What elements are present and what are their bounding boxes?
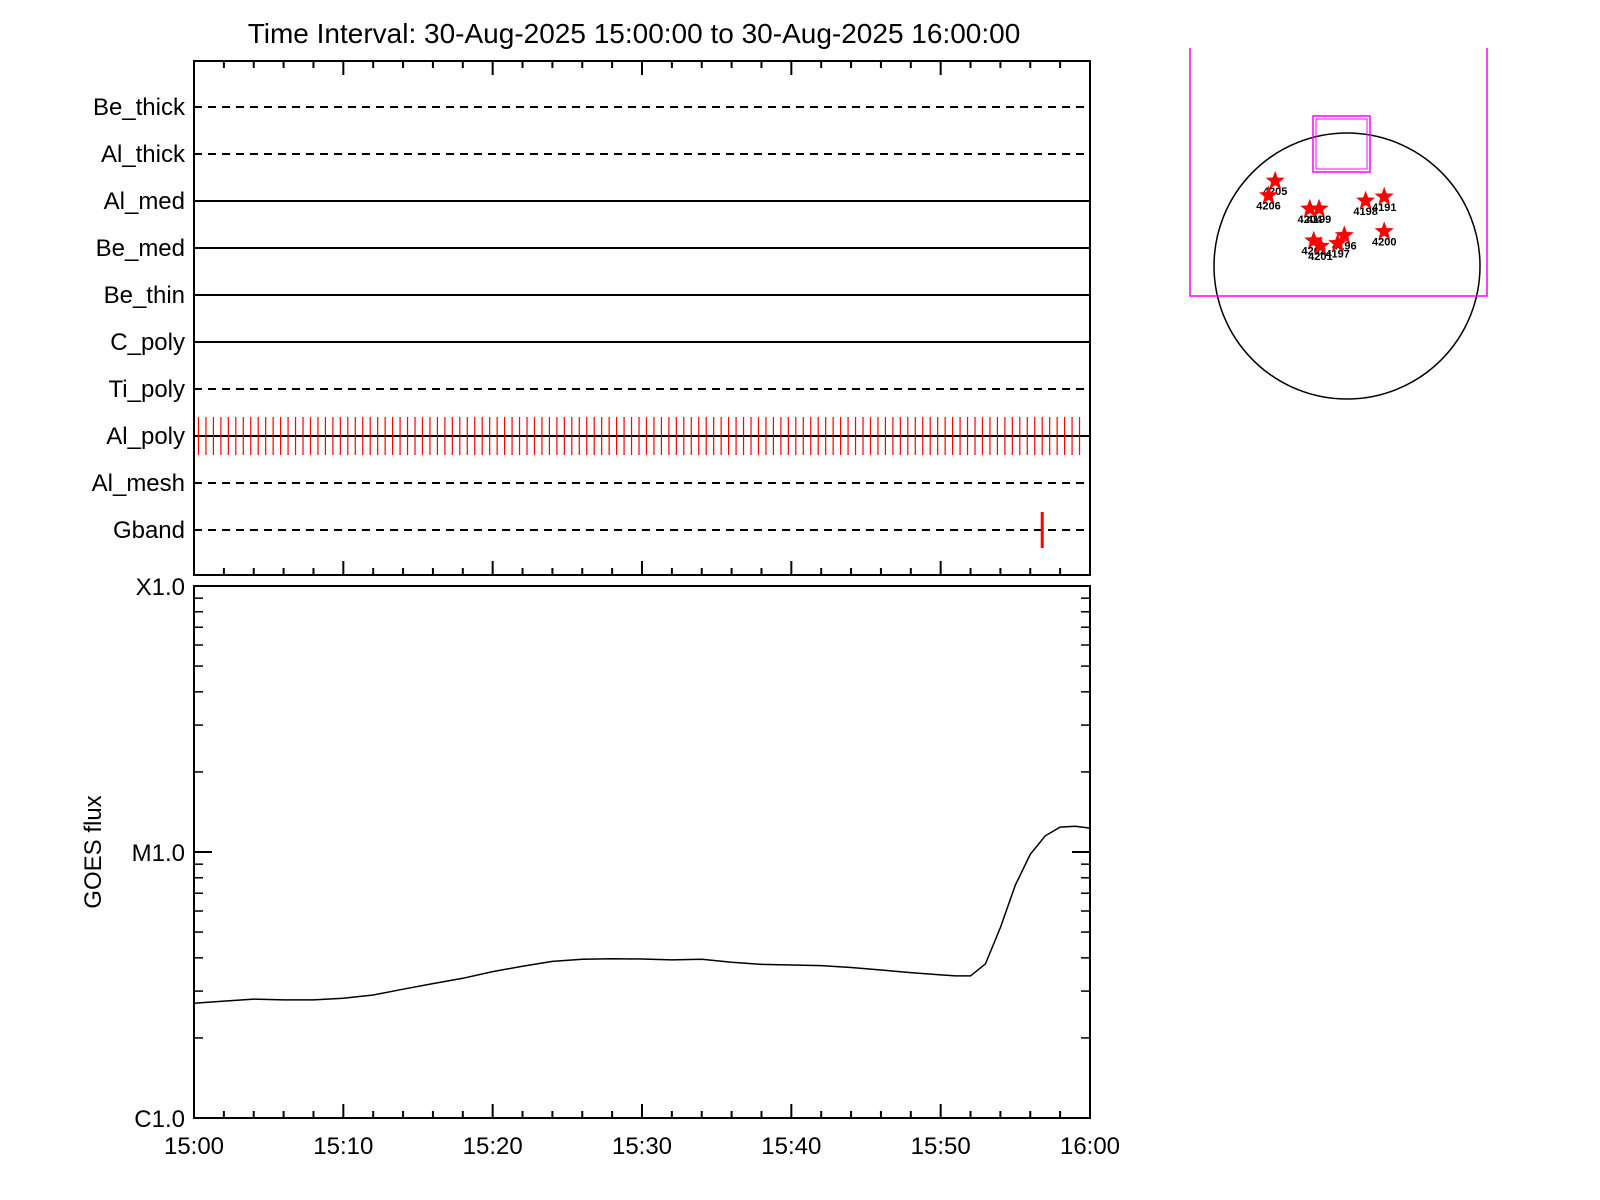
filter-timeline-panel: Be_thick Al_thick Al_med Be_med Be_thin C_pol… [92,60,1091,576]
active-region-label: 4202 [1302,246,1326,258]
filter-label-c-poly: C_poly [110,329,185,356]
goes-x-tick-label: 15:30 [612,1133,672,1160]
goes-x-tick-label: 15:20 [463,1133,523,1160]
active-region-label: 4197 [1325,248,1349,260]
figure-title: Time Interval: 30-Aug-2025 15:00:00 to 3… [248,18,1021,49]
active-region-marker [1328,233,1348,252]
filter-label-ti-poly: Ti_poly [109,376,185,403]
filter-label-be-thick: Be_thick [93,94,186,121]
goes-flux-line [193,825,1091,1005]
active-region-marker [1265,170,1285,189]
active-region-label: 4191 [1372,202,1396,214]
filter-label-al-poly: Al_poly [106,423,185,450]
filter-label-al-mesh: Al_mesh [92,470,185,497]
active-region-label: 4200 [1372,236,1396,248]
goes-x-tick-label: 15:50 [911,1133,971,1160]
active-region-marker [1300,198,1320,217]
active-region-label: 4201 [1308,251,1332,263]
goes-y-tick-label: X1.0 [136,574,185,601]
active-region-label: 4204 [1298,214,1323,226]
active-region-marker [1259,185,1278,204]
active-region-label: 4199 [1307,214,1331,226]
filter-label-al-med: Al_med [104,188,185,215]
active-region-marker [1310,236,1330,255]
goes-y-axis-label: GOES flux [80,795,107,908]
filter-label-al-thick: Al_thick [101,141,186,168]
active-region-marker [1304,230,1324,249]
filter-label-gband: Gband [113,517,185,544]
goes-frame [193,585,1091,1119]
goes-x-tick-label: 15:10 [313,1133,373,1160]
active-region-label: 4198 [1353,206,1377,218]
fov-outline [1189,48,1488,297]
timeline-frame [193,60,1091,576]
active-region-label: 4206 [1256,201,1280,213]
zoom-box [1312,115,1371,173]
solar-disk-panel: 4205420642044199419841914200419642024201… [1189,48,1488,400]
goes-x-tick-label: 15:40 [761,1133,821,1160]
filter-label-be-thin: Be_thin [104,282,185,309]
active-region-marker [1374,221,1394,240]
zoom-box-inner [1315,118,1368,170]
goes-y-tick-label: C1.0 [134,1106,185,1133]
active-region-marker [1374,186,1394,205]
filter-label-be-med: Be_med [96,235,185,262]
solar-disk-limb [1213,132,1481,400]
goes-x-tick-label: 16:00 [1060,1133,1120,1160]
goes-flux-panel: 15:00 15:10 15:20 15:30 15:40 15:50 16:00 C1.0 M… [80,574,1120,1160]
goes-y-tick-label: M1.0 [132,840,185,867]
goes-x-tick-label: 15:00 [164,1133,224,1160]
active-region-marker [1334,225,1354,244]
active-region-marker [1309,198,1329,217]
active-region-marker [1356,190,1376,209]
